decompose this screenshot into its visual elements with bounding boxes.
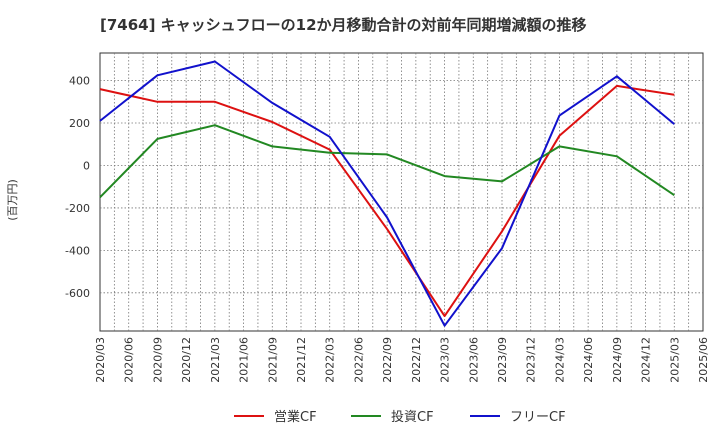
x-tick-label: 2021/06 [238,337,251,383]
x-tick-label: 2022/06 [352,337,365,383]
x-tick-label: 2020/12 [180,337,193,383]
chart-title: [7464] キャッシュフローの12か月移動合計の対前年同期増減額の推移 [100,16,587,34]
x-tick-label: 2024/06 [582,337,595,383]
x-tick-label: 2025/03 [668,337,681,383]
x-tick-label: 2025/06 [697,337,710,383]
x-tick-label: 2022/09 [381,337,394,383]
x-tick-label: 2020/06 [123,337,136,383]
x-tick-label: 2020/09 [151,337,164,383]
y-tick-label: -200 [65,202,90,215]
x-tick-label: 2020/03 [94,337,107,383]
legend-label: 営業CF [274,409,317,425]
x-tick-label: 2021/09 [266,337,279,383]
x-tick-label: 2022/12 [410,337,423,383]
x-tick-label: 2023/12 [525,337,538,383]
series-line [99,84,675,318]
y-axis-label: (百万円) [6,179,19,221]
x-tick-label: 2023/03 [439,337,452,383]
x-tick-label: 2023/06 [467,337,480,383]
plot-frame [99,52,704,332]
y-tick-label: 0 [83,159,90,172]
x-tick-label: 2021/03 [209,337,222,383]
series-line [99,60,675,327]
x-tick-label: 2024/09 [611,337,624,383]
legend-label: フリーCF [510,410,566,425]
y-tick-label: 200 [69,117,90,130]
x-tick-label: 2021/12 [295,337,308,383]
x-tick-label: 2023/09 [496,337,509,383]
series-line [99,124,675,199]
y-tick-label: -400 [65,244,90,257]
x-tick-label: 2024/12 [640,337,653,383]
x-tick-label: 2024/03 [553,337,566,383]
x-tick-label: 2022/03 [324,337,337,383]
legend-label: 投資CF [391,409,434,425]
y-tick-label: -600 [65,287,90,300]
y-tick-label: 400 [69,75,90,88]
